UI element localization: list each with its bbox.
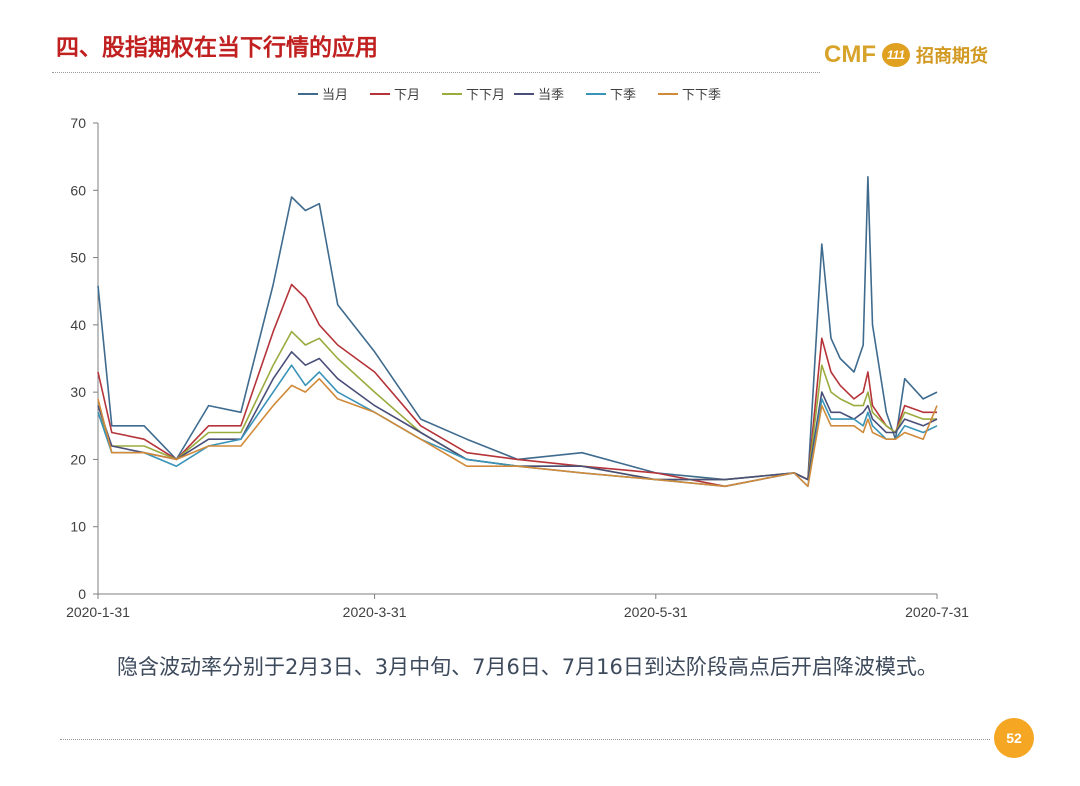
slide-title: 四、股指期权在当下行情的应用 — [56, 35, 378, 61]
page-number-badge: 52 — [994, 718, 1034, 758]
y-tick-label: 30 — [70, 384, 86, 400]
logo-cmf-text: CMF — [824, 41, 876, 68]
series-line-2 — [97, 283, 937, 488]
y-tick-label: 50 — [70, 250, 86, 266]
legend-label-1: 当月 — [322, 88, 348, 103]
legend-label-3: 下下月 — [466, 88, 505, 103]
y-tick-label: 0 — [78, 586, 86, 602]
x-tick-label: 2020-3-31 — [343, 604, 407, 620]
volatility-line-chart: 0 10 20 30 40 50 60 70 2020-1-31 2020-3-31 2020-5-… — [66, 88, 969, 620]
x-tick-label: 2020-7-31 — [905, 604, 969, 620]
footer-divider — [60, 739, 990, 740]
caption-text: 隐含波动率分别于2月3日、3月中旬、7月6日、7月16日到达阶段高点后开启降波模… — [117, 655, 938, 679]
x-tick-label: 2020-5-31 — [624, 604, 688, 620]
y-tick-label: 20 — [70, 451, 86, 467]
legend-label-5: 下季 — [610, 88, 636, 103]
x-tick-label: 2020-1-31 — [66, 604, 130, 620]
y-tick-label: 60 — [70, 182, 86, 198]
y-tick-label: 70 — [70, 115, 86, 131]
header-divider — [52, 72, 820, 73]
logo-badge-icon: 111 — [881, 43, 910, 67]
legend-label-2: 下月 — [394, 88, 420, 103]
series-line-6 — [97, 377, 938, 488]
legend-label-4: 当季 — [538, 88, 564, 103]
logo-company-name: 招商期货 — [915, 46, 988, 67]
series-line-4 — [97, 350, 938, 481]
y-tick-label: 40 — [70, 317, 86, 333]
y-tick-label: 10 — [70, 519, 86, 535]
legend-label-6: 下下季 — [682, 88, 721, 103]
company-logo: CMF 111 招商期货 — [824, 38, 988, 72]
series-line-1 — [97, 176, 938, 481]
